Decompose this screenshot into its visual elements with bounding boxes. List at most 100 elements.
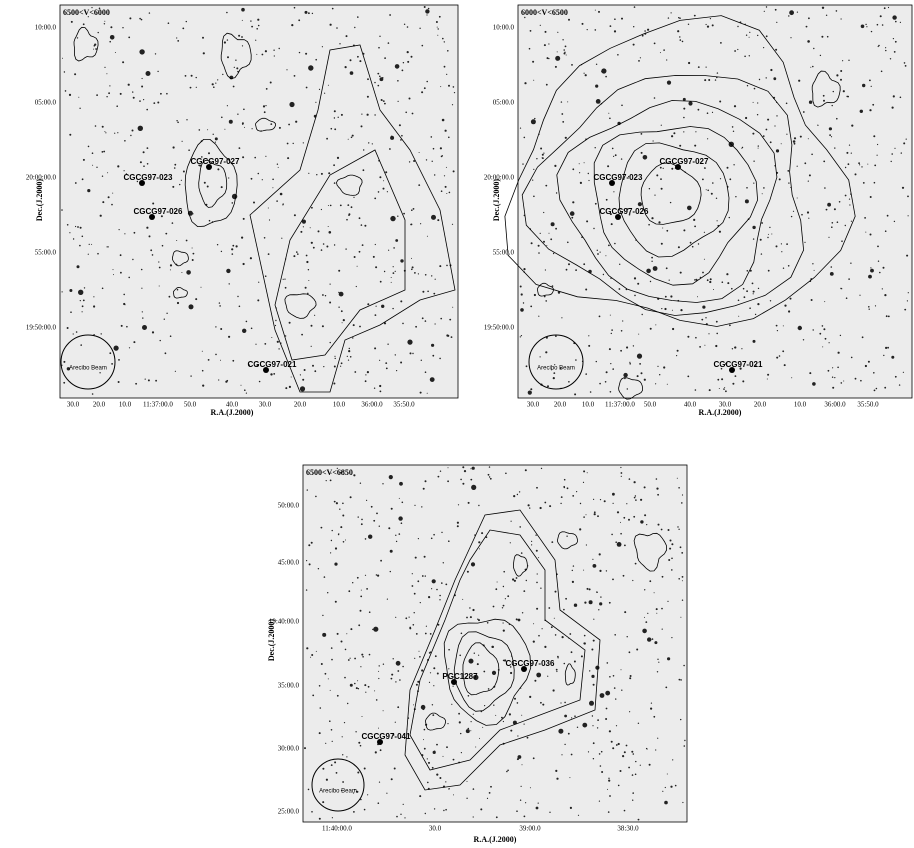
star-dot <box>623 809 626 812</box>
star-dot <box>224 128 226 130</box>
star-dot <box>185 239 188 242</box>
star-dot <box>423 6 426 8</box>
star-dot <box>366 499 368 501</box>
star-dot <box>642 628 647 634</box>
star-dot <box>198 129 201 131</box>
star-dot <box>844 194 847 197</box>
galaxy-label: PGC1287 <box>442 672 478 681</box>
star-dot <box>565 268 568 271</box>
star-dot <box>778 178 781 181</box>
star-dot <box>538 252 540 254</box>
star-dot <box>588 588 591 591</box>
star-dot <box>419 27 421 29</box>
star-dot <box>844 166 847 169</box>
star-dot <box>66 327 69 329</box>
star-dot <box>882 266 885 269</box>
star-dot <box>440 190 443 192</box>
star-dot <box>860 379 862 382</box>
star-dot <box>554 65 557 68</box>
star-dot <box>70 311 72 314</box>
star-dot <box>413 160 416 162</box>
star-dot <box>867 360 870 363</box>
star-dot <box>400 361 403 364</box>
star-dot <box>375 266 378 269</box>
star-dot <box>288 321 291 324</box>
star-dot <box>718 230 722 233</box>
star-dot <box>378 525 380 527</box>
star-dot <box>434 750 436 752</box>
star-dot <box>819 332 822 335</box>
star-dot <box>330 539 333 542</box>
star-dot <box>716 220 718 222</box>
star-dot <box>323 366 325 368</box>
star-dot <box>592 758 595 760</box>
star-dot <box>251 128 253 130</box>
star-dot <box>565 597 567 600</box>
star-dot <box>155 379 158 382</box>
star-dot <box>658 661 660 663</box>
star-dot <box>411 257 412 259</box>
star-dot <box>805 25 808 28</box>
star-dot <box>503 570 506 573</box>
star-dot <box>425 9 430 14</box>
star-dot <box>579 181 583 184</box>
star-dot <box>359 60 362 63</box>
star-dot <box>749 31 751 33</box>
star-dot <box>114 132 116 134</box>
star-dot <box>609 676 611 678</box>
star-dot <box>634 495 637 497</box>
star-dot <box>132 96 135 99</box>
star-dot <box>195 76 197 79</box>
star-dot <box>704 79 707 82</box>
star-dot <box>592 639 595 642</box>
star-dot <box>315 495 317 498</box>
star-dot <box>767 233 769 235</box>
star-dot <box>906 300 909 302</box>
star-dot <box>189 86 192 89</box>
star-dot <box>450 336 453 338</box>
star-dot <box>97 252 99 255</box>
y-tick-label: 19:50:00.0 <box>26 324 57 332</box>
star-dot <box>216 244 219 246</box>
star-dot <box>726 273 729 276</box>
star-dot <box>220 186 223 189</box>
galaxy-mark <box>615 214 621 220</box>
star-dot <box>379 176 382 179</box>
star-dot <box>467 695 470 697</box>
star-dot <box>679 36 681 38</box>
star-dot <box>423 739 424 741</box>
star-dot <box>99 214 102 217</box>
star-dot <box>631 750 634 753</box>
star-dot <box>133 341 136 344</box>
star-dot <box>176 301 180 305</box>
star-dot <box>758 78 761 81</box>
star-dot <box>424 632 427 635</box>
star-dot <box>782 267 785 269</box>
star-dot <box>120 271 122 274</box>
star-dot <box>443 65 446 68</box>
star-dot <box>530 242 533 245</box>
star-dot <box>840 382 843 384</box>
star-dot <box>338 291 340 293</box>
star-dot <box>362 656 364 658</box>
x-tick-label: 50.0 <box>184 401 197 409</box>
star-dot <box>527 504 530 507</box>
star-dot <box>348 350 351 353</box>
star-dot <box>330 472 332 474</box>
star-dot <box>561 317 563 319</box>
star-dot <box>87 145 90 148</box>
star-dot <box>789 10 794 16</box>
star-dot <box>188 149 190 151</box>
star-dot <box>687 23 690 25</box>
star-dot <box>564 45 567 48</box>
star-dot <box>256 28 259 30</box>
star-dot <box>705 317 707 319</box>
star-dot <box>433 533 435 536</box>
star-dot <box>835 10 838 12</box>
star-dot <box>374 314 377 316</box>
star-dot <box>373 387 376 389</box>
star-dot <box>791 377 793 379</box>
star-dot <box>139 17 141 20</box>
star-dot <box>272 178 274 181</box>
star-dot <box>235 59 237 61</box>
